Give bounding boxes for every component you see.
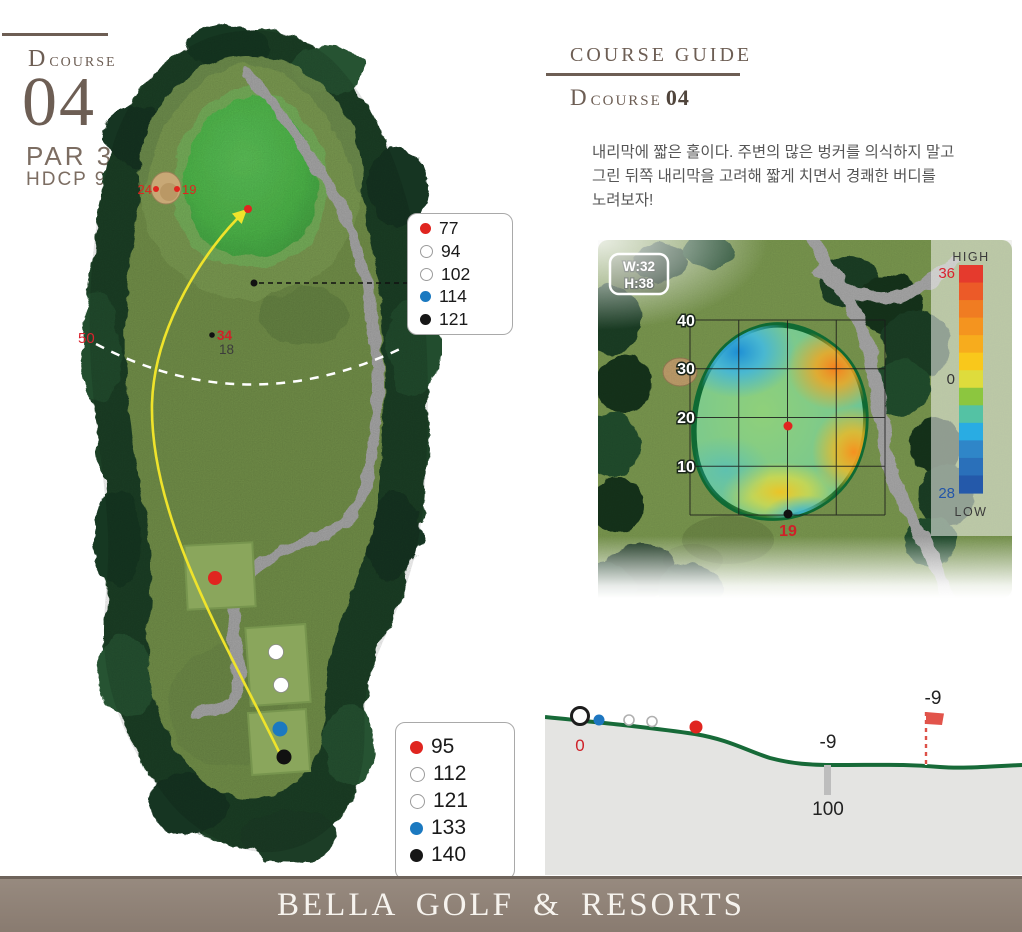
legend-row: 94: [420, 241, 512, 263]
course-word: COURSE: [49, 55, 117, 70]
course-letter: D: [28, 46, 46, 72]
guide-course-word: COURSE: [590, 93, 662, 109]
scale-high-label: HIGH: [952, 250, 989, 264]
course-guide-rule: [546, 73, 740, 76]
hole-number: 04: [22, 64, 96, 141]
bunker-carry-left: 24: [138, 182, 152, 197]
black-tee-dot: [276, 749, 292, 765]
white-tee-dot-icon: [420, 267, 433, 281]
header-rule: [2, 33, 108, 36]
red-tee-marker: [689, 720, 703, 734]
par-label: PAR 3: [26, 141, 115, 171]
legend-row: 140: [410, 843, 514, 868]
blue-tee-dot-icon: [410, 821, 423, 835]
red-tee-dot-icon: [420, 223, 431, 235]
grid-label-10: 10: [677, 459, 695, 476]
distance-marker-bar: [824, 765, 831, 795]
white-tee-dot-icon: [410, 793, 425, 809]
legend-row: 133: [410, 816, 514, 841]
terrain-line: [545, 715, 1022, 770]
marker-distance: 100: [812, 799, 844, 820]
scale-mid: 0: [947, 371, 955, 388]
legend-row: 121: [410, 789, 514, 814]
flag-icon: [926, 712, 944, 725]
legend-row: 77: [420, 218, 512, 240]
red-tee-dot: [208, 571, 222, 585]
red-tee-dot-icon: [410, 740, 423, 754]
white-tee-dot: [273, 677, 289, 693]
bunker-carry-right: 19: [182, 182, 196, 197]
legend-row: 112: [410, 762, 514, 787]
legend-row: 95: [410, 735, 514, 760]
description-line: 그린 뒤쪽 내리막을 고려해 짧게 치면서 경쾌한 버디를: [592, 168, 936, 186]
description-line: 노려보자!: [592, 192, 654, 210]
arc-distance-label: 50: [78, 330, 95, 347]
white-tee-dot-icon: [410, 766, 425, 782]
green-grid: [689, 319, 886, 516]
terrain-fill: [545, 717, 1022, 875]
guide-hole-number: 04: [665, 85, 690, 110]
front-pin-distance: 19: [779, 523, 797, 540]
blue-tee-dot-icon: [420, 291, 431, 303]
blue-tee-dot: [272, 721, 288, 737]
tee-boxes: [183, 541, 312, 777]
tee-distance-legend-lower: 95 112 121 133 140: [395, 722, 515, 880]
green-detail-panel: 40 30 20 10 19 W:32 H:38 HIGH 36 0 28 LO…: [598, 240, 1012, 598]
guide-course-letter: D: [570, 85, 587, 110]
course-guide-title: COURSE GUIDE: [570, 44, 753, 66]
legend-row: 114: [420, 286, 512, 308]
scale-max: 36: [938, 265, 955, 282]
hdcp-label: HDCP 9: [26, 169, 108, 190]
grid-label-30: 30: [677, 361, 695, 378]
marker-elevation: -9: [820, 732, 837, 753]
mid-marker-gray: 18: [219, 342, 234, 357]
shot-line: [150, 209, 284, 759]
brand-name: BELLA GOLF & RESORTS: [277, 887, 745, 923]
white-tee-marker: [646, 715, 658, 728]
golf-ball-icon: [570, 706, 590, 726]
legend-row: 121: [420, 308, 512, 330]
distance-arc: [95, 342, 407, 386]
panel-pin-dot: [783, 421, 793, 431]
white-tee-marker: [623, 714, 635, 726]
pin-dot: [244, 205, 252, 213]
scale-min: 28: [938, 485, 955, 502]
white-tee-dot-icon: [420, 244, 433, 258]
elevation-colorbar: [959, 265, 983, 494]
legend-row: 102: [420, 263, 512, 285]
course-guide-subtitle: D COURSE 04: [570, 85, 690, 111]
white-tee-dot: [268, 644, 284, 660]
course-name: D COURSE: [28, 46, 117, 73]
mid-marker-red: 34: [217, 328, 233, 343]
black-tee-dot-icon: [420, 313, 431, 325]
grid-label-20: 20: [677, 410, 695, 427]
description-line: 내리막에 짧은 홀이다. 주변의 많은 벙커를 의식하지 말고: [592, 144, 955, 161]
pin-elevation: -9: [925, 688, 942, 709]
hole-map: 50 24 19 34 18: [78, 26, 439, 862]
hole-description: 내리막에 짧은 홀이다. 주변의 많은 벙커를 의식하지 말고 그린 뒤쪽 내리…: [592, 141, 1002, 213]
scale-low-label: LOW: [955, 505, 988, 519]
elevation-profile: -9 100 -9 0: [545, 688, 1022, 875]
tee-distance-legend-upper: 77 94 102 114 121: [407, 213, 513, 335]
footer-bar: BELLA GOLF & RESORTS: [0, 876, 1022, 932]
tee-elevation: 0: [575, 736, 584, 755]
front-edge-dot: [783, 509, 793, 519]
black-tee-dot-icon: [410, 848, 423, 862]
blue-tee-marker: [593, 714, 605, 726]
